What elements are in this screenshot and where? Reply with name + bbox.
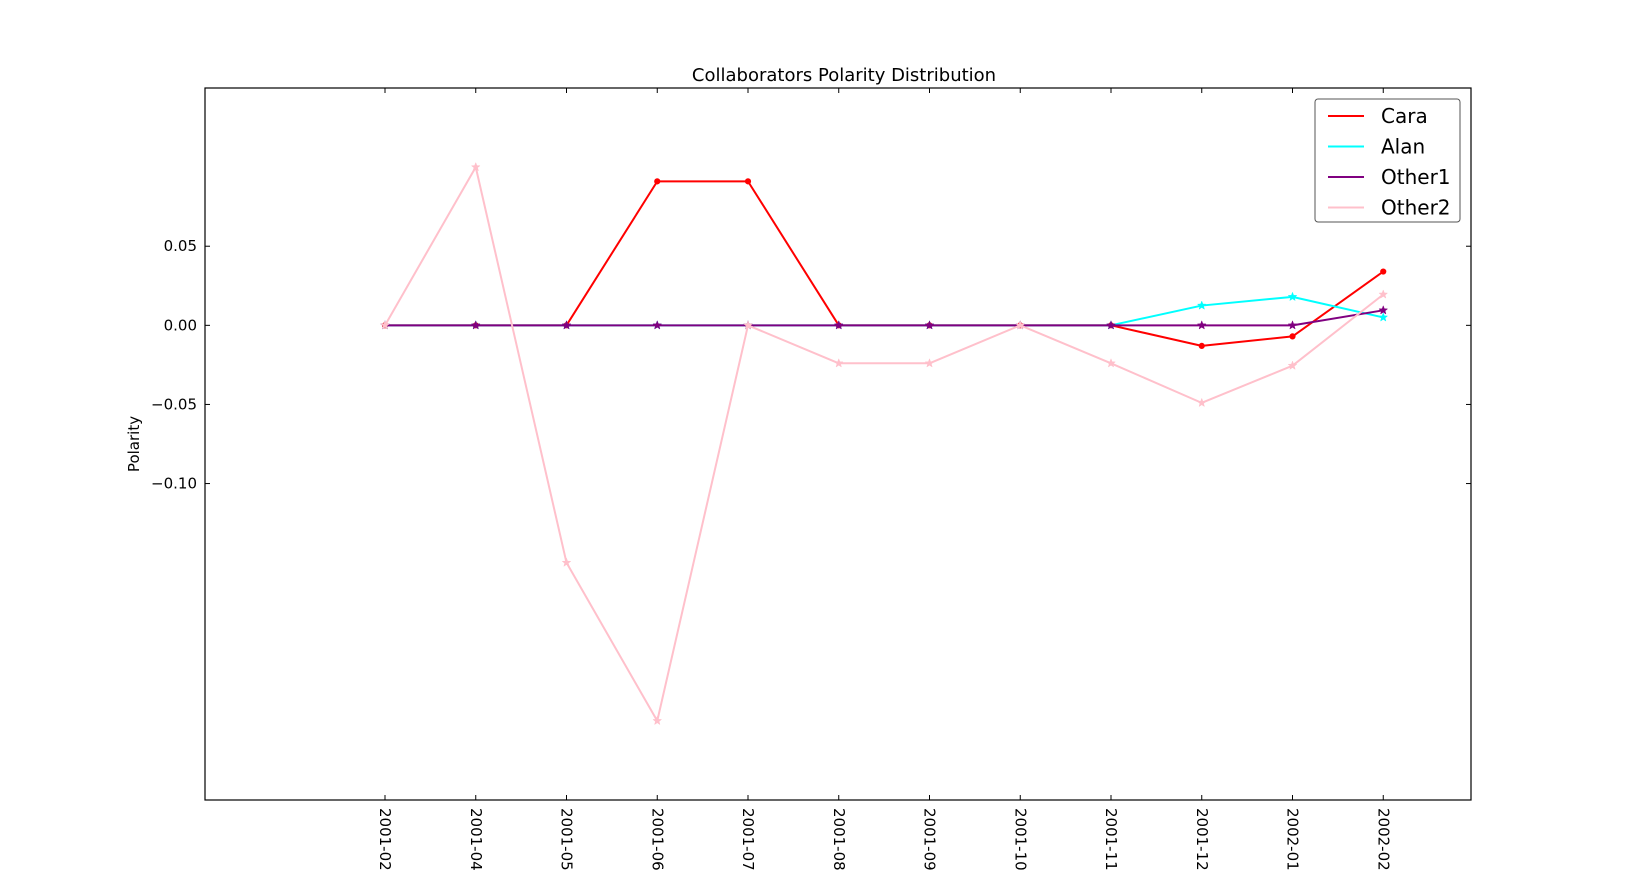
data-point [1289,333,1296,340]
data-point [652,320,663,330]
y-tick-label: −0.05 [151,395,197,413]
x-tick-label: 2001-02 [376,808,394,871]
y-tick-label: 0.00 [164,316,197,334]
x-tick-label: 2001-04 [467,808,485,871]
data-point [744,178,752,185]
data-point [1378,305,1389,315]
legend-box [1314,98,1461,223]
data-point [1196,300,1207,310]
data-point [833,358,844,368]
x-tick-label: 2001-09 [921,808,939,871]
plot-area-frame [204,87,1472,801]
y-tick-label: 0.05 [164,237,197,255]
y-axis-ticks: 0.05 0.00 −0.05 −0.10 [151,237,1471,493]
x-tick-label: 2001-08 [830,808,848,871]
data-point [470,161,481,172]
data-point [1287,320,1298,330]
x-tick-label: 2001-07 [739,808,757,871]
series-other2 [380,161,1389,726]
legend-items: Cara Alan Other1 Other2 [1328,104,1451,220]
legend-label-other2: Other2 [1381,196,1451,220]
legend-label-cara: Cara [1381,104,1428,128]
series-line-other2 [384,166,1384,722]
data-point [833,320,844,330]
data-point [1378,312,1389,322]
x-tick-label: 2001-05 [558,808,576,871]
data-point [1287,360,1298,370]
data-point [1287,291,1298,302]
data-point [743,320,753,330]
legend-label-alan: Alan [1381,135,1425,159]
legend-label-other1: Other1 [1381,165,1451,189]
data-point [1196,320,1207,330]
data-point [654,178,661,185]
chart-title: Collaborators Polarity Distribution [692,65,996,86]
legend: Cara Alan Other1 Other2 [1314,98,1461,223]
data-point [1106,358,1116,368]
series-layer [380,161,1389,726]
x-tick-label: 2001-12 [1193,808,1211,871]
y-tick-label: −0.10 [151,475,197,493]
data-point [561,557,572,567]
data-point [924,358,935,368]
data-point [652,715,663,726]
series-line-other1 [385,309,1384,327]
x-tick-label: 2001-06 [648,808,666,871]
data-point [470,320,481,330]
data-point [1380,268,1387,275]
data-point [1378,289,1389,299]
data-point [1196,397,1207,408]
x-tick-label: 2001-10 [1011,808,1029,871]
x-axis-ticks: 2001-02 2001-04 2001-05 2001-06 2001-07 2001-… [376,88,1392,871]
data-point [1198,342,1205,350]
x-tick-label: 2002-01 [1284,808,1302,871]
data-point [1106,320,1116,330]
data-point [1015,320,1026,330]
data-point [561,320,572,330]
data-point [380,320,390,330]
y-axis-label: Polarity [125,416,143,472]
data-point [924,320,935,330]
x-tick-label: 2002-02 [1374,808,1392,871]
x-tick-label: 2001-11 [1102,808,1120,871]
